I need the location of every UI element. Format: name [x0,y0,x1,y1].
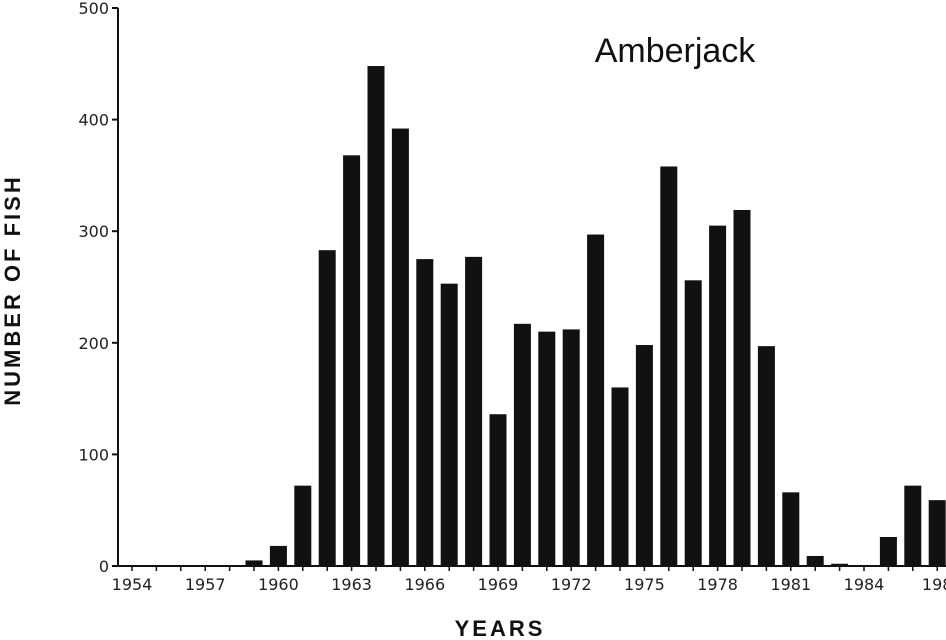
x-tick-label-1960: 1960 [258,575,299,594]
bar-1960 [269,545,287,566]
x-tick-label-1963: 1963 [331,575,372,594]
bar-1968 [465,256,483,566]
bar-1978 [709,225,727,566]
x-tick-label-1972: 1972 [551,575,592,594]
bar-1974 [611,387,629,566]
bar-1977 [684,280,702,566]
bar-1973 [587,234,605,566]
bar-1965 [391,128,409,566]
bar-1967 [440,283,458,566]
bar-1981 [782,492,800,566]
bar-1987 [928,500,946,566]
bar-1959 [245,560,263,566]
bar-1962 [318,250,336,566]
bar-1972 [562,329,580,566]
bar-1982 [806,555,824,566]
bars-group [245,66,946,567]
x-tick-label-1969: 1969 [478,575,519,594]
x-tick-label-1981: 1981 [770,575,811,594]
y-tick-label-0: 0 [99,557,109,576]
bar-1963 [343,155,361,566]
y-tick-label-100: 100 [78,445,109,464]
bar-1976 [660,166,678,567]
x-tick-label-1957: 1957 [185,575,226,594]
bar-1969 [489,414,507,566]
y-tick-label-500: 500 [78,0,109,18]
y-tick-label-200: 200 [78,334,109,353]
bar-1979 [733,209,751,566]
x-tick-label-1984: 1984 [844,575,885,594]
bar-1985 [879,536,897,566]
bar-1975 [635,345,653,566]
x-axis: 1954 1957 1960 1963 1966 1969 1972 1975 1978 1981… [112,565,946,594]
x-tick-label-1978: 1978 [697,575,738,594]
bar-1964 [367,66,385,567]
x-tick-label-1975: 1975 [624,575,665,594]
bar-1980 [757,346,775,566]
bar-1961 [294,485,312,566]
bar-1971 [538,331,556,566]
y-tick-label-400: 400 [78,111,109,130]
y-tick-label-300: 300 [78,222,109,241]
y-axis: 0 100 200 300 400 500 [78,0,119,576]
y-axis-title: NUMBER OF FISH [0,174,25,405]
x-tick-label-198: 198 [922,575,946,594]
x-axis-title: YEARS [455,616,546,640]
chart-title: Amberjack [595,32,757,70]
bar-1986 [904,485,922,566]
bar-1966 [416,259,434,566]
bar-1970 [513,323,531,566]
x-tick-label-1966: 1966 [404,575,445,594]
x-tick-label-1954: 1954 [112,575,153,594]
bar-1983 [831,563,849,566]
